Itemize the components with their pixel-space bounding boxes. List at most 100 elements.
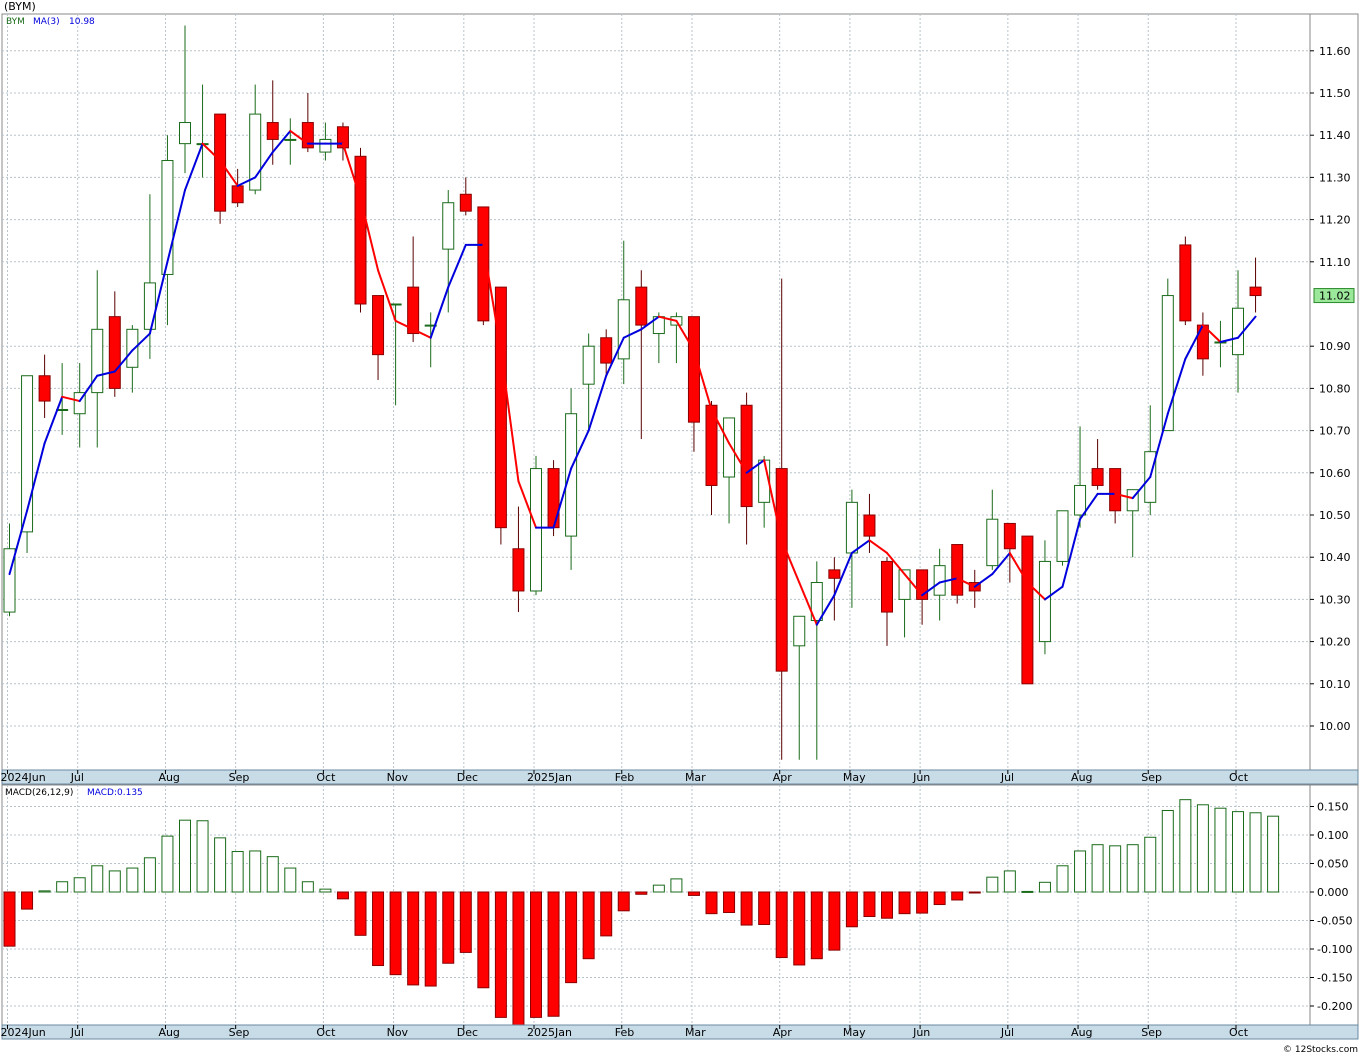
candle-body [38, 375, 51, 402]
chart-title: (BYM) [4, 0, 36, 13]
candle-body [91, 328, 104, 394]
candle-body [1074, 484, 1087, 516]
candle-down [600, 329, 613, 376]
candle-down [354, 147, 367, 313]
candle-body [1038, 560, 1051, 643]
ma-line-segment [8, 509, 29, 576]
price-month-label: Jun [912, 771, 930, 784]
macd-bar-negative [530, 891, 542, 1018]
candle-down [1179, 236, 1192, 326]
candle-down [863, 493, 876, 553]
macd-bar-negative [424, 891, 437, 987]
price-month-label: Jul [1000, 771, 1014, 784]
ma-line-segment [219, 159, 239, 187]
macd-bar-negative [600, 891, 613, 937]
macd-bar-positive [231, 851, 244, 893]
candle-body [1003, 522, 1016, 550]
ma-line-segment [921, 581, 941, 597]
candle-up [424, 312, 437, 368]
candle-down [494, 286, 507, 545]
macd-month-label: 2024Jun [1, 1026, 46, 1039]
ma-line-segment [254, 151, 274, 179]
macd-bar-negative [863, 891, 876, 918]
candle-down [828, 557, 841, 621]
macd-bar-positive [670, 878, 683, 893]
ma-line-segment [1237, 315, 1257, 339]
candle-down [38, 354, 51, 418]
ma-line-segment [728, 442, 748, 474]
macd-month-label: Jul [1000, 1026, 1014, 1039]
ma-line-segment [991, 551, 1011, 576]
macd-bar-positive [1091, 844, 1104, 893]
macd-month-label: Sep [1141, 1026, 1162, 1039]
macd-bar-negative [336, 891, 349, 900]
ma-line-segment [1149, 412, 1169, 479]
ma-line-segment [113, 349, 134, 373]
ma-line-segment [271, 129, 292, 154]
ma-line-segment [657, 315, 678, 322]
candle-body [179, 122, 191, 145]
last-price-badge [1313, 288, 1355, 304]
ma-line-segment [43, 395, 64, 445]
candle-body [1109, 468, 1122, 512]
ma-line-segment [394, 319, 415, 331]
ma-line-segment [166, 189, 186, 263]
price-legend-ma-value: 10.98 [69, 17, 95, 27]
macd-month-label: Dec [457, 1026, 478, 1039]
price-tick-label: 10.50 [1319, 509, 1351, 522]
ma-line-segment [131, 332, 151, 352]
macd-bar-negative [810, 891, 823, 960]
candle-up [126, 325, 139, 393]
macd-bar-negative [494, 891, 507, 1018]
macd-bar-positive [1161, 809, 1174, 893]
macd-bar-positive [1074, 850, 1087, 893]
candle-body [389, 303, 402, 306]
candle-down [407, 236, 420, 342]
macd-month-label: May [843, 1026, 866, 1039]
macd-bar-positive [1021, 890, 1034, 893]
macd-panel: 0.150 0.100 0.050 0.000 -0.050 -0.100 -0.150 -0… [1, 784, 1359, 1040]
ma-line-segment [1008, 551, 1029, 584]
macd-month-label: Oct [1229, 1026, 1249, 1039]
price-month-label: Aug [158, 771, 179, 784]
macd-bar-positive [1267, 815, 1280, 893]
ma-line-segment [96, 370, 116, 377]
macd-bar-positive [143, 857, 156, 893]
candle-down [214, 113, 227, 224]
ma-line-segment [956, 577, 976, 588]
ma-line-segment [868, 539, 888, 554]
ma-line-segment [587, 374, 608, 432]
price-month-label: Feb [615, 771, 634, 784]
macd-month-label: Sep [229, 1026, 250, 1039]
ma-line-segment [26, 442, 46, 512]
macd-bar-negative [407, 891, 420, 986]
macd-bar-positive [38, 890, 51, 893]
candle-up [1038, 540, 1051, 655]
candle-down [705, 401, 718, 515]
candle-body [143, 282, 156, 330]
macd-bar-negative [459, 891, 472, 953]
price-tick-label: 11.10 [1319, 256, 1351, 269]
ma-line-segment [692, 349, 713, 411]
candle-body [459, 193, 472, 212]
price-month-label: Jul [70, 771, 84, 784]
candle-up [21, 375, 34, 553]
macd-bar-negative [740, 891, 753, 926]
candle-up [810, 561, 823, 760]
candle-body [828, 569, 841, 579]
candle-down [1021, 535, 1034, 685]
candle-body [249, 113, 262, 191]
candle-body [1126, 489, 1139, 512]
ma-line-segment [61, 395, 81, 403]
candle-body [3, 548, 16, 613]
macd-bar-positive [1196, 804, 1209, 893]
candle-up [723, 417, 736, 524]
candle-up [793, 615, 806, 760]
ma-line-segment [763, 459, 783, 542]
price-tick-label: 10.90 [1319, 340, 1351, 353]
price-tick-label: 10.40 [1319, 551, 1351, 564]
macd-bar-positive [1214, 807, 1227, 893]
macd-bar-negative [793, 891, 806, 966]
macd-tick-label: 0.150 [1317, 801, 1349, 814]
candle-body [582, 345, 595, 385]
